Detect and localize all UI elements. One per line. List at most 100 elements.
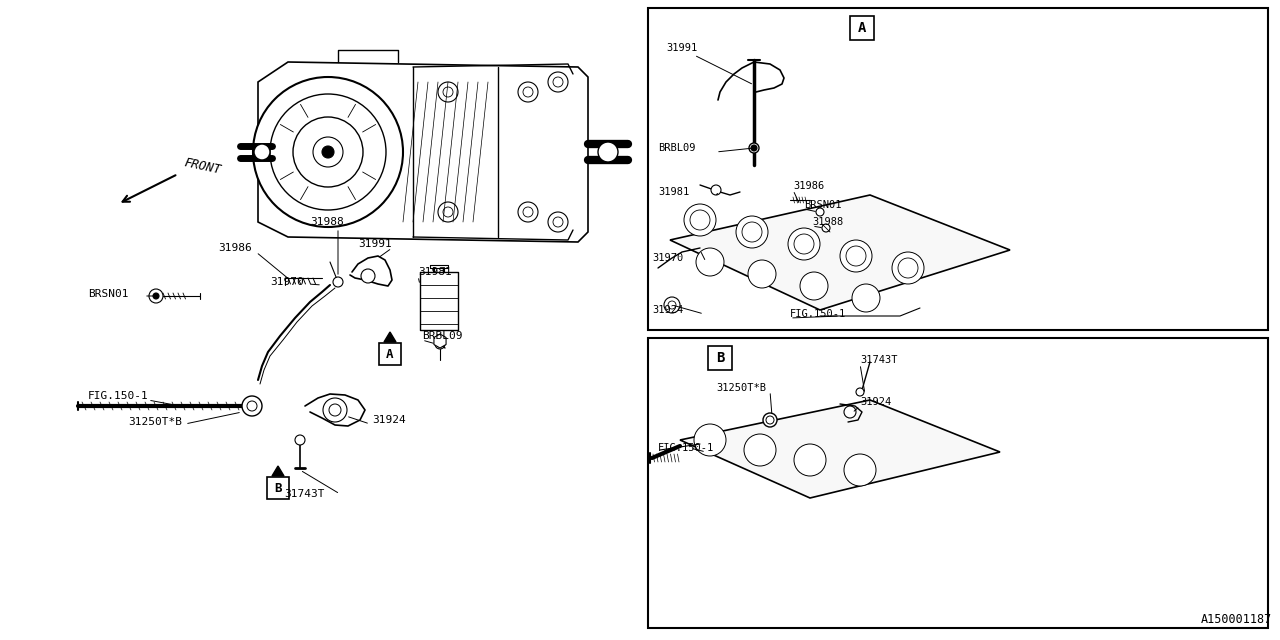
Circle shape — [323, 146, 334, 158]
Circle shape — [323, 398, 347, 422]
Circle shape — [524, 87, 532, 97]
Circle shape — [253, 77, 403, 227]
Circle shape — [270, 94, 387, 210]
Circle shape — [553, 217, 563, 227]
Text: 31970: 31970 — [270, 277, 303, 287]
Circle shape — [846, 246, 867, 266]
Polygon shape — [273, 466, 284, 476]
Text: 31743T: 31743T — [860, 355, 897, 365]
Circle shape — [899, 258, 918, 278]
Circle shape — [892, 252, 924, 284]
Circle shape — [788, 228, 820, 260]
Bar — [850, 16, 874, 40]
Circle shape — [443, 207, 453, 217]
Circle shape — [329, 404, 340, 416]
Polygon shape — [384, 332, 396, 342]
Circle shape — [438, 202, 458, 222]
Text: BRSN01: BRSN01 — [88, 289, 128, 299]
Circle shape — [293, 117, 364, 187]
Circle shape — [765, 416, 774, 424]
Circle shape — [242, 396, 262, 416]
Polygon shape — [259, 62, 588, 242]
Text: B: B — [716, 351, 724, 365]
Circle shape — [817, 208, 824, 216]
Polygon shape — [680, 400, 1000, 498]
Circle shape — [763, 413, 777, 427]
Circle shape — [694, 424, 726, 456]
Circle shape — [794, 234, 814, 254]
Circle shape — [548, 72, 568, 92]
Circle shape — [664, 297, 680, 313]
Circle shape — [844, 406, 856, 418]
Circle shape — [435, 339, 445, 349]
Circle shape — [154, 293, 159, 299]
Text: FRONT: FRONT — [183, 156, 223, 176]
Circle shape — [840, 240, 872, 272]
Text: 31250T*B: 31250T*B — [716, 383, 765, 393]
Text: BRBL09: BRBL09 — [658, 143, 695, 153]
Circle shape — [844, 454, 876, 486]
Circle shape — [744, 434, 776, 466]
Circle shape — [361, 269, 375, 283]
Circle shape — [443, 87, 453, 97]
Text: 31988: 31988 — [812, 217, 844, 227]
Text: 31924: 31924 — [860, 397, 891, 407]
Text: 31743T: 31743T — [284, 489, 325, 499]
Text: 31991: 31991 — [358, 239, 392, 249]
Circle shape — [598, 142, 618, 162]
Circle shape — [253, 144, 270, 160]
Text: FIG.150-1: FIG.150-1 — [790, 309, 846, 319]
Circle shape — [794, 444, 826, 476]
Circle shape — [314, 137, 343, 167]
Text: 31991: 31991 — [666, 43, 698, 53]
Circle shape — [696, 248, 724, 276]
Text: BRBL09: BRBL09 — [422, 331, 462, 341]
Circle shape — [333, 277, 343, 287]
Text: 31981: 31981 — [658, 187, 689, 197]
Text: 31986: 31986 — [794, 181, 824, 191]
Circle shape — [742, 222, 762, 242]
Circle shape — [524, 207, 532, 217]
Circle shape — [668, 301, 676, 309]
Circle shape — [856, 388, 864, 396]
Circle shape — [710, 185, 721, 195]
Polygon shape — [669, 195, 1010, 310]
Circle shape — [548, 212, 568, 232]
Text: 31970: 31970 — [652, 253, 684, 263]
Text: A150001187: A150001187 — [1201, 613, 1272, 626]
Circle shape — [247, 401, 257, 411]
Text: A: A — [858, 21, 867, 35]
Circle shape — [294, 435, 305, 445]
Bar — [379, 343, 401, 365]
Bar — [268, 477, 289, 499]
Circle shape — [518, 82, 538, 102]
Circle shape — [748, 260, 776, 288]
Circle shape — [690, 210, 710, 230]
Circle shape — [148, 289, 163, 303]
Text: BRSN01: BRSN01 — [804, 200, 841, 210]
Text: 31924: 31924 — [652, 305, 684, 315]
Circle shape — [751, 145, 756, 151]
Circle shape — [518, 202, 538, 222]
Bar — [648, 8, 1268, 330]
Polygon shape — [434, 334, 445, 348]
Text: 31981: 31981 — [419, 267, 452, 277]
Circle shape — [852, 284, 881, 312]
Text: A: A — [387, 348, 394, 360]
Circle shape — [553, 77, 563, 87]
Text: 31250T*B: 31250T*B — [128, 417, 182, 427]
Text: 31986: 31986 — [218, 243, 252, 253]
Text: FIG.150-1: FIG.150-1 — [88, 391, 148, 401]
Text: 31988: 31988 — [310, 217, 344, 227]
Circle shape — [736, 216, 768, 248]
Circle shape — [800, 272, 828, 300]
Circle shape — [684, 204, 716, 236]
Bar — [708, 346, 732, 370]
Circle shape — [438, 82, 458, 102]
Circle shape — [749, 143, 759, 153]
Text: 31924: 31924 — [372, 415, 406, 425]
Text: FIG.150-1: FIG.150-1 — [658, 443, 714, 453]
Bar — [648, 338, 1268, 628]
Text: B: B — [274, 481, 282, 495]
Circle shape — [822, 224, 829, 232]
